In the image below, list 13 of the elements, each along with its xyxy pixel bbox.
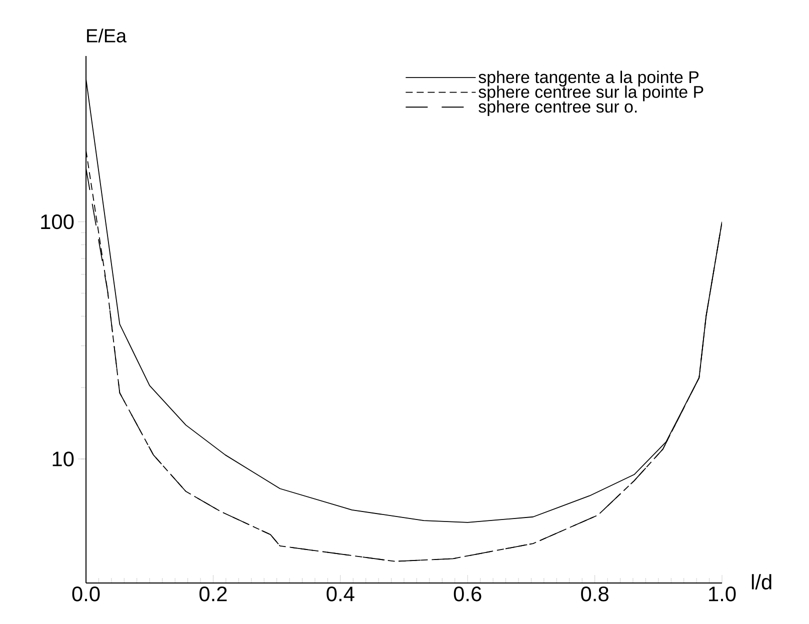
y-tick-label: 10 (52, 452, 74, 466)
x-tick-label: 1.0 (709, 586, 736, 602)
x-tick-label: 0.6 (454, 586, 482, 602)
x-tick-label: 0.8 (581, 586, 608, 602)
legend-label: sphere tangente a la pointe P (478, 70, 698, 87)
y-axis-title: E/Ea (87, 28, 127, 42)
x-tick-label: 0.4 (326, 586, 354, 602)
x-axis-title: l/d (752, 574, 772, 590)
x-tick-label: 0.0 (72, 586, 100, 602)
y-tick-label: 100 (41, 214, 74, 230)
legend-label: sphere centree sur la pointe P (478, 85, 704, 102)
legend-label: sphere centree sur o. (478, 100, 637, 116)
x-tick-label: 0.2 (199, 586, 227, 602)
